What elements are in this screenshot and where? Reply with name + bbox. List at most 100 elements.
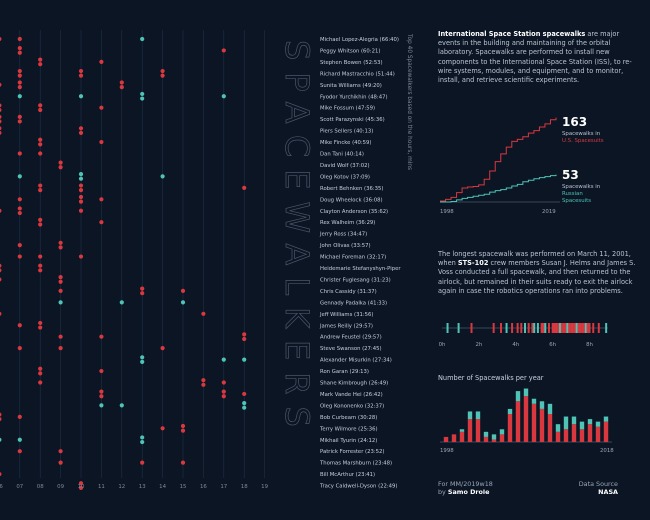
us-duration-mark — [571, 323, 574, 333]
duration-axis-label: 8h — [586, 342, 593, 348]
russia-duration-mark — [559, 323, 562, 333]
us-spacewalk-dot — [38, 263, 43, 268]
us-year-bar — [595, 426, 601, 442]
timeline-gridlines — [19, 30, 265, 478]
per-year-end-label: 2018 — [600, 448, 614, 454]
russia-spacewalk-dot — [221, 357, 226, 362]
russia-spacewalk-dot — [140, 96, 145, 101]
source-label: Data Source — [578, 480, 618, 488]
us-spacewalk-dot — [58, 160, 63, 165]
us-spacewalk-dot — [38, 151, 43, 156]
credit-name: Samo Drole — [447, 488, 490, 497]
russia-cumulative-line — [440, 174, 557, 203]
us-spacewalk-dot — [38, 107, 43, 113]
astronaut-name: Terry Wilmore (25:36) — [319, 426, 378, 432]
us-duration-mark — [516, 323, 519, 333]
longest-spacewalk-paragraph: The longest spacewalk was performed on M… — [438, 250, 638, 296]
us-spacewalk-dot — [201, 311, 206, 316]
us-year-bar — [491, 439, 497, 442]
russia-spacewalk-dot — [78, 94, 84, 99]
us-duration-mark — [592, 323, 595, 333]
us-spacewalk-dot — [201, 378, 206, 383]
us-spacewalk-dot — [242, 391, 247, 397]
us-year-bar — [539, 408, 545, 442]
us-spacewalk-dot — [0, 268, 2, 273]
us-year-bar — [475, 419, 481, 442]
us-spacewalk-dot — [0, 472, 2, 477]
astronaut-name: Mikhail Tyurin (24:12) — [320, 438, 377, 444]
astronaut-name: Thomas Marshburn (23:48) — [319, 461, 392, 467]
us-spacewalk-dot — [119, 85, 124, 90]
credit-author: by Samo Drole — [438, 488, 493, 496]
russia-spacewalk-dot — [140, 91, 145, 97]
astronaut-name: Alexander Misurkin (27:34) — [320, 358, 392, 364]
us-spacewalk-dot — [242, 336, 247, 342]
russia-year-bar — [603, 416, 609, 422]
us-spacewalk-dot — [180, 288, 186, 293]
us-duration-mark — [557, 323, 560, 333]
russia-duration-mark — [505, 323, 508, 333]
russia-year-bar — [475, 411, 481, 420]
us-duration-mark — [542, 323, 545, 333]
spacewalks-per-year-chart: Number of Spacewalks per year 1998 2018 — [438, 374, 614, 454]
astronaut-name-list: Michael Lopez-Alegria (66:40) Peggy Whits… — [319, 37, 401, 490]
year-tick-label: 18 — [241, 484, 248, 490]
astronaut-name: Mike Fincke (40:59) — [320, 140, 371, 146]
us-label-line1: Spacewalks in — [562, 131, 600, 137]
us-spacewalk-dot — [17, 36, 22, 42]
us-spacewalk-dot — [242, 185, 247, 190]
astronaut-name: Stephen Bowen (52:53) — [320, 60, 383, 66]
us-count: 163 — [562, 115, 587, 129]
russia-spacewalk-dot — [17, 174, 22, 179]
us-spacewalk-dot — [17, 50, 22, 55]
us-spacewalk-dot — [78, 126, 84, 131]
astronaut-name: Ron Garan (29:13) — [320, 369, 369, 375]
us-spacewalk-dot — [78, 199, 84, 204]
us-spacewalk-dot — [17, 197, 22, 202]
us-spacewalk-dot — [58, 275, 63, 280]
credit-prefix: by — [438, 488, 448, 497]
duration-axis-labels: 0h 2h 4h 6h 8h — [439, 342, 593, 348]
us-spacewalk-dot — [38, 62, 43, 67]
us-spacewalk-dot — [38, 103, 43, 108]
us-spacewalk-dot — [160, 68, 165, 74]
cumulative-start-year: 1998 — [440, 209, 454, 215]
year-tick-label: 09 — [57, 484, 64, 490]
us-duration-mark — [553, 323, 556, 333]
us-spacewalk-dot — [0, 119, 2, 124]
russia-year-bar — [515, 391, 521, 402]
us-spacewalk-dot — [221, 48, 226, 53]
us-spacewalk-dot — [58, 460, 63, 465]
vertical-title: SPACEWALKERS — [278, 40, 316, 439]
russia-spacewalk-dot — [17, 94, 22, 99]
astronaut-name: James Reilly (29:57) — [319, 323, 373, 329]
year-tick-label: 17 — [220, 484, 227, 490]
us-spacewalk-dot — [0, 114, 2, 119]
us-spacewalk-dot — [17, 73, 22, 78]
us-spacewalk-dot — [38, 325, 43, 330]
us-spacewalk-dot — [17, 206, 22, 211]
us-spacewalk-dot — [221, 380, 226, 385]
russia-year-bar — [563, 416, 569, 430]
per-year-bars — [443, 388, 609, 442]
astronaut-name: Jerry Ross (34:47) — [319, 232, 367, 238]
us-spacewalk-dot — [17, 85, 22, 90]
us-spacewalk-dot — [58, 165, 63, 170]
us-duration-mark — [562, 323, 565, 333]
us-duration-mark — [568, 323, 571, 333]
us-duration-mark — [570, 323, 573, 333]
us-duration-mark — [547, 323, 550, 333]
russia-year-bar — [579, 421, 585, 430]
russia-duration-mark — [524, 323, 526, 333]
us-duration-mark — [470, 323, 473, 333]
russia-spacewalk-dot — [140, 359, 145, 364]
footer-credit: For MM/2019w18 by Samo Drole — [438, 480, 493, 496]
astronaut-name: Robert Behnken (36:35) — [320, 186, 383, 192]
us-spacewalk-dot — [58, 346, 63, 351]
us-spacewalk-dot — [0, 107, 2, 113]
us-spacewalk-dot — [99, 334, 104, 339]
russia-duration-mark — [566, 323, 569, 333]
year-tick-label: 06 — [0, 484, 3, 490]
us-spacewalk-dot — [99, 59, 104, 64]
us-spacewalk-dot — [0, 311, 2, 316]
